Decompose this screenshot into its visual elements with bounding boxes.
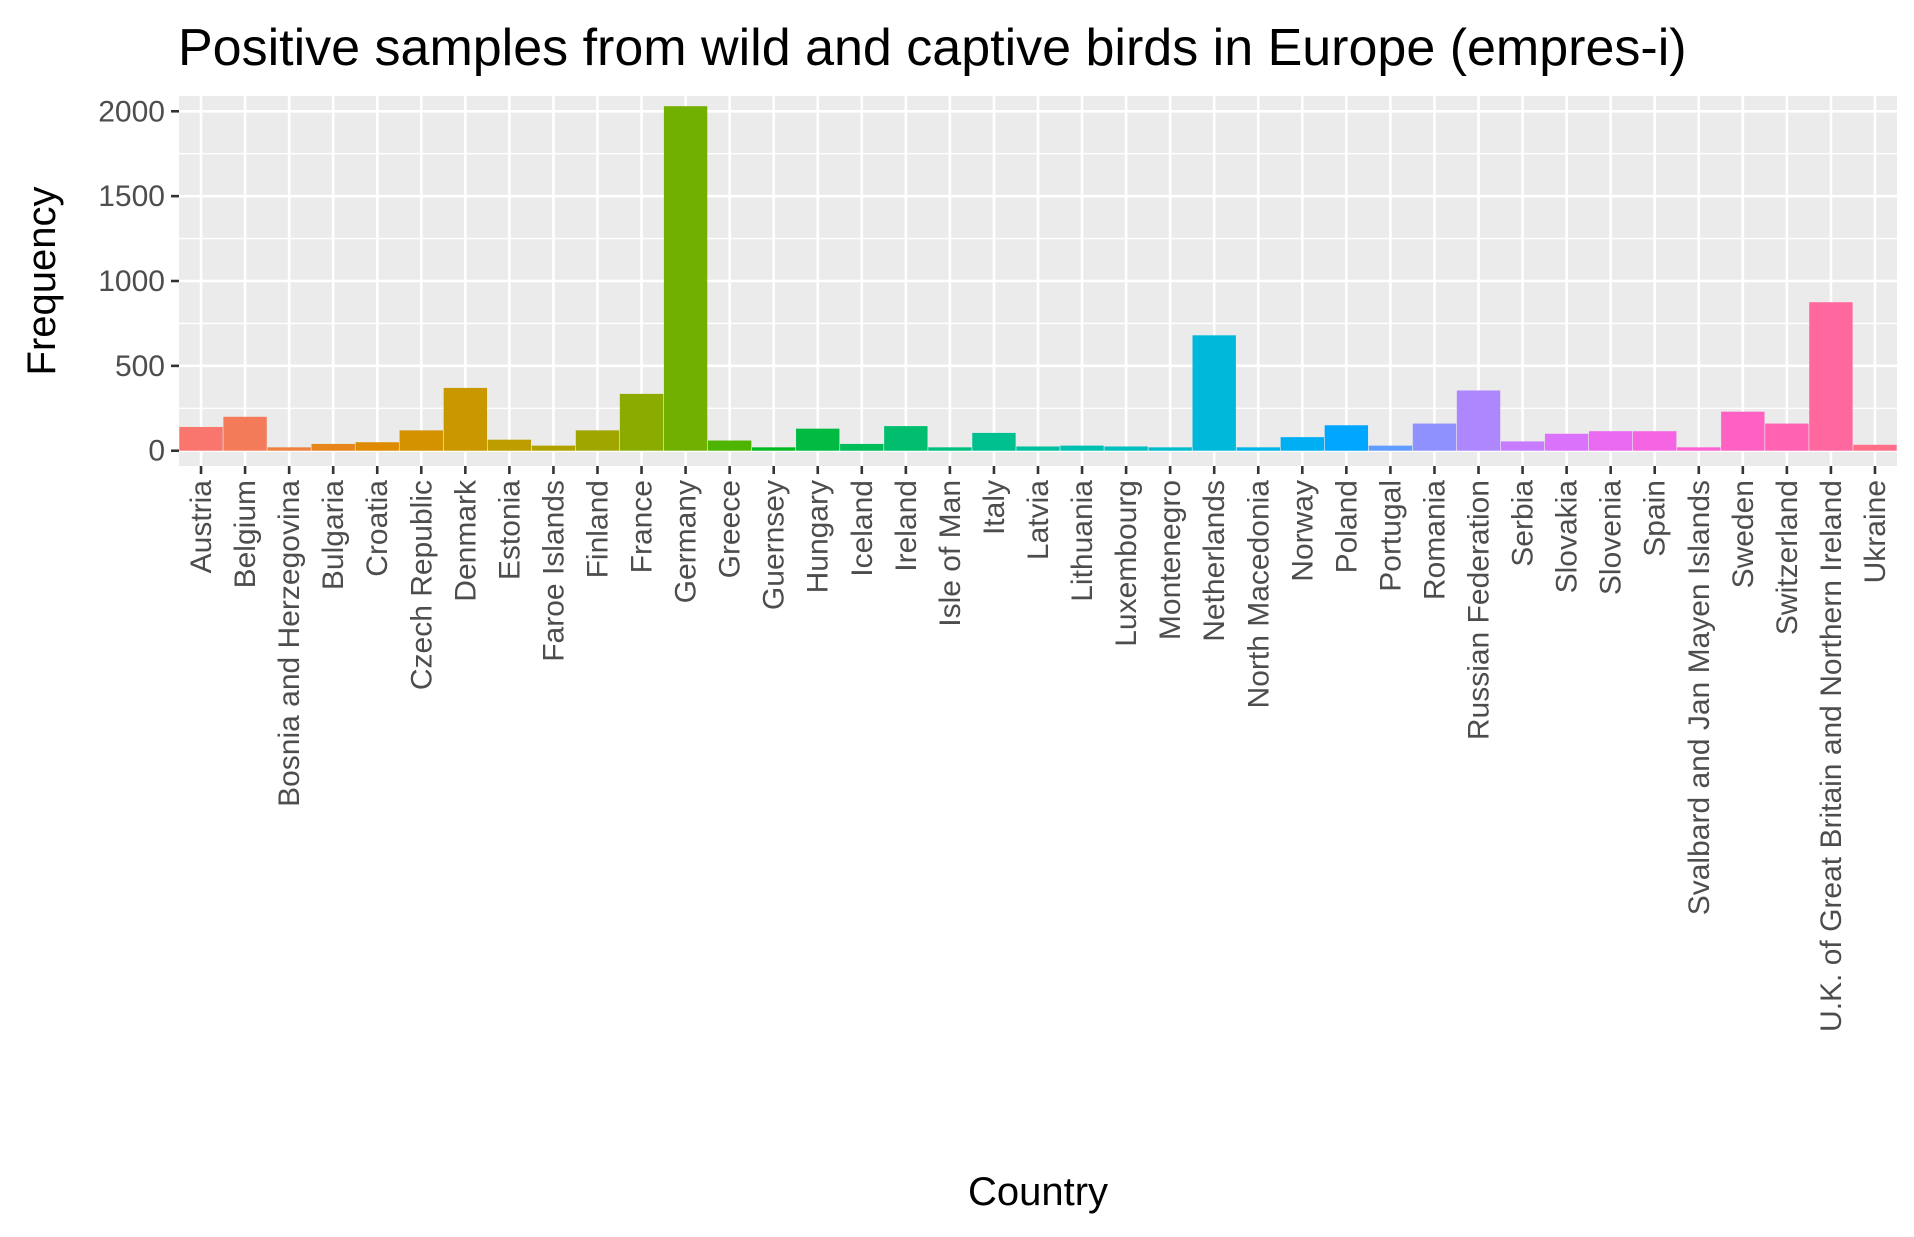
x-tick-label: Sweden	[1727, 480, 1760, 588]
bar-poland	[1324, 425, 1369, 451]
bar-slovakia	[1544, 433, 1589, 451]
bar-estonia	[487, 439, 532, 451]
bar-isle-of-man	[928, 447, 972, 451]
bar-russian-federation	[1456, 390, 1501, 451]
bar-austria	[179, 426, 223, 451]
bar-serbia	[1500, 441, 1545, 451]
bar-sweden	[1721, 411, 1765, 451]
x-tick-label: Czech Republic	[405, 480, 438, 690]
x-tick-label: Latvia	[1022, 480, 1055, 560]
bar-slovenia	[1588, 431, 1633, 451]
x-tick-label: Belgium	[229, 480, 262, 588]
bar-faroe-islands	[531, 445, 576, 451]
x-tick-label: Bosnia and Herzegovina	[273, 480, 306, 807]
x-tick-label: Romania	[1418, 480, 1451, 600]
bar-romania	[1412, 423, 1457, 451]
bars	[179, 106, 1897, 451]
x-tick-label: Lithuania	[1066, 480, 1099, 602]
x-tick-label: Montenegro	[1154, 480, 1187, 640]
bar-switzerland	[1765, 423, 1809, 451]
x-tick-label: Italy	[978, 480, 1011, 535]
x-axis-title: Country	[968, 1170, 1108, 1214]
bar-luxembourg	[1104, 446, 1148, 451]
y-tick-label: 1000	[98, 265, 165, 298]
bar-north-macedonia	[1236, 447, 1280, 451]
x-tick-label: Germany	[670, 480, 703, 603]
bar-iceland	[840, 443, 884, 451]
x-tick-label: Portugal	[1374, 480, 1407, 592]
x-tick-label: Hungary	[802, 480, 835, 593]
bar-guernsey	[751, 447, 796, 451]
bar-svalbard-and-jan-mayen-islands	[1677, 447, 1721, 451]
x-tick-label: Denmark	[449, 479, 482, 602]
x-tick-label: Guernsey	[758, 480, 791, 610]
x-tick-label: Ukraine	[1859, 480, 1892, 583]
x-tick-label: Svalbard and Jan Mayen Islands	[1683, 480, 1716, 915]
x-tick-label: Ireland	[890, 480, 923, 572]
bar-spain	[1633, 431, 1677, 451]
x-axis: Austria Belgium Bosnia and Herzegovina Bulg…	[185, 466, 1892, 1032]
bar-ukraine	[1853, 444, 1897, 451]
x-tick-label: Serbia	[1507, 480, 1540, 567]
y-tick-label: 500	[115, 350, 165, 383]
bar-croatia	[355, 442, 399, 451]
x-tick-label: Spain	[1639, 480, 1672, 557]
x-tick-label: U.K. of Great Britain and Northern Irela…	[1815, 480, 1848, 1032]
x-tick-label: Norway	[1286, 480, 1319, 582]
x-tick-label: Iceland	[846, 480, 879, 577]
x-tick-label: Netherlands	[1198, 480, 1231, 642]
x-tick-label: Austria	[185, 480, 218, 574]
x-tick-label: Greece	[714, 480, 747, 578]
x-tick-label: Switzerland	[1771, 480, 1804, 635]
bar-bulgaria	[311, 443, 355, 451]
x-tick-label: Slovakia	[1551, 480, 1584, 594]
y-tick-label: 1500	[98, 180, 165, 213]
bar-hungary	[796, 428, 840, 451]
x-tick-label: Croatia	[361, 480, 394, 577]
bar-ireland	[884, 426, 928, 451]
x-tick-label: Finland	[581, 480, 614, 578]
bar-finland	[575, 430, 620, 451]
bar-portugal	[1368, 445, 1413, 451]
y-axis: 0 500 1000 1500 2000	[98, 95, 179, 468]
x-tick-label: Faroe Islands	[537, 480, 570, 662]
y-axis-title: Frequency	[20, 187, 64, 376]
y-tick-label: 2000	[98, 95, 165, 128]
x-tick-label: Bulgaria	[317, 480, 350, 590]
bar-czech-republic	[399, 430, 443, 451]
x-tick-label: France	[626, 480, 659, 573]
x-tick-label: Russian Federation	[1463, 480, 1496, 740]
bar-montenegro	[1148, 447, 1192, 451]
chart-title: Positive samples from wild and captive b…	[178, 19, 1687, 77]
bar-netherlands	[1192, 335, 1236, 451]
bar-italy	[972, 432, 1016, 451]
x-tick-label: Poland	[1330, 480, 1363, 573]
bar-u-k-of-great-britain-and-northern-ireland	[1809, 302, 1853, 451]
bar-belgium	[223, 416, 267, 451]
x-tick-label: Slovenia	[1595, 480, 1628, 595]
x-tick-label: North Macedonia	[1242, 480, 1275, 709]
bar-germany	[663, 106, 708, 451]
bar-france	[619, 393, 664, 451]
bar-latvia	[1016, 446, 1060, 451]
bar-denmark	[443, 387, 488, 451]
bar-bosnia-and-herzegovina	[267, 447, 311, 451]
x-tick-label: Luxembourg	[1110, 480, 1143, 647]
bar-greece	[707, 440, 752, 451]
x-tick-label: Estonia	[493, 480, 526, 580]
bar-norway	[1280, 437, 1325, 451]
bar-lithuania	[1060, 445, 1104, 451]
y-tick-label: 0	[148, 435, 165, 468]
x-tick-label: Isle of Man	[934, 480, 967, 627]
